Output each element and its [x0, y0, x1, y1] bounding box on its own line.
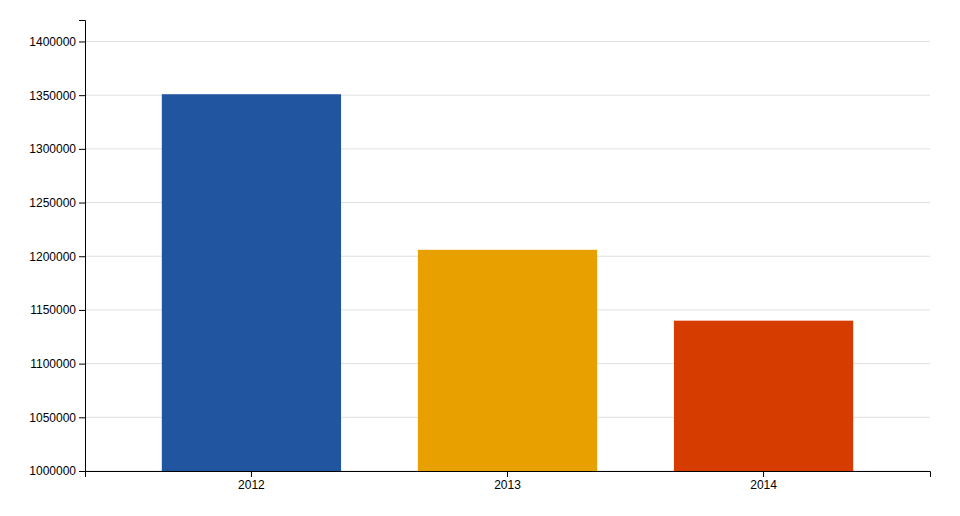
chart-svg: 1000000 1050000 1100000 1150000 1200000 12500… [0, 0, 960, 516]
x-tick-label: 2014 [750, 478, 777, 492]
bars [162, 94, 853, 471]
y-tick-mark [79, 95, 85, 96]
plot-area: 1000000 1050000 1100000 1150000 1200000 12500… [29, 21, 930, 492]
y-tick-label: 1150000 [30, 303, 76, 317]
x-axis-line [86, 472, 931, 478]
y-tick: 1300000 [29, 142, 85, 156]
grid [85, 41, 930, 471]
y-tick: 1100000 [30, 357, 85, 371]
bar [162, 94, 341, 471]
y-tick-label: 1400000 [29, 35, 76, 49]
bar [418, 250, 597, 471]
y-tick: 1350000 [29, 89, 85, 103]
y-tick-label: 1350000 [29, 89, 76, 103]
x-tick: 2013 [494, 471, 521, 492]
y-tick-mark [79, 471, 85, 472]
y-tick-mark [79, 149, 85, 150]
y-tick-mark [79, 310, 85, 311]
x-tick-label: 2012 [238, 478, 265, 492]
y-tick: 1050000 [29, 411, 85, 425]
x-tick: 2014 [750, 471, 777, 492]
y-tick-label: 1050000 [29, 411, 76, 425]
bar [674, 321, 853, 471]
x-tick-mark [507, 471, 508, 477]
chart-container: 1000000 1050000 1100000 1150000 1200000 12500… [0, 0, 960, 516]
y-tick-mark [79, 256, 85, 257]
y-tick-label: 1000000 [29, 464, 76, 478]
x-tick-mark [763, 471, 764, 477]
y-tick: 1000000 [29, 464, 85, 478]
y-tick-mark [79, 364, 85, 365]
y-tick: 1200000 [29, 250, 85, 264]
grid-line [85, 41, 930, 42]
y-tick-label: 1100000 [30, 357, 76, 371]
y-tick: 1250000 [29, 196, 85, 210]
y-axis-line [79, 21, 86, 472]
y-tick-label: 1300000 [29, 142, 76, 156]
y-tick-label: 1200000 [29, 250, 76, 264]
y-tick: 1150000 [30, 303, 85, 317]
x-axis: 2012 2013 2014 [86, 471, 931, 492]
y-tick-mark [79, 41, 85, 42]
x-tick: 2012 [238, 471, 265, 492]
y-tick-label: 1250000 [29, 196, 76, 210]
x-tick-label: 2013 [494, 478, 521, 492]
x-tick-mark [251, 471, 252, 477]
y-tick-mark [79, 417, 85, 418]
y-axis: 1000000 1050000 1100000 1150000 1200000 12500… [29, 21, 85, 479]
y-tick-mark [79, 203, 85, 204]
y-tick: 1400000 [29, 35, 85, 49]
